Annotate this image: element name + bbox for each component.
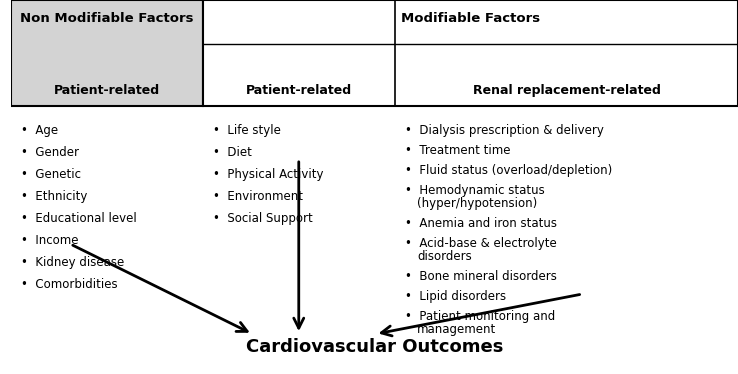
Text: •  Ethnicity: • Ethnicity — [21, 190, 87, 203]
Text: •  Hemodynamic status: • Hemodynamic status — [405, 184, 545, 197]
Text: •  Comorbidities: • Comorbidities — [21, 278, 117, 291]
Text: (hyper/hypotension): (hyper/hypotension) — [417, 197, 537, 210]
Text: management: management — [417, 323, 496, 336]
Text: •  Physical Activity: • Physical Activity — [213, 168, 323, 181]
Text: •  Social Support: • Social Support — [213, 212, 313, 225]
FancyBboxPatch shape — [11, 0, 203, 106]
Text: •  Bone mineral disorders: • Bone mineral disorders — [405, 270, 557, 283]
Text: •  Income: • Income — [21, 234, 78, 247]
Text: •  Educational level: • Educational level — [21, 212, 137, 225]
Text: •  Acid-base & electrolyte: • Acid-base & electrolyte — [405, 237, 557, 250]
Text: •  Dialysis prescription & delivery: • Dialysis prescription & delivery — [405, 124, 604, 137]
Text: Cardiovascular Outcomes: Cardiovascular Outcomes — [246, 338, 503, 356]
FancyBboxPatch shape — [203, 0, 738, 106]
Text: •  Diet: • Diet — [213, 146, 252, 159]
Text: •  Life style: • Life style — [213, 124, 281, 137]
Text: Renal replacement-related: Renal replacement-related — [473, 83, 661, 96]
Text: •  Kidney disease: • Kidney disease — [21, 256, 124, 269]
Text: •  Gender: • Gender — [21, 146, 79, 159]
Text: •  Treatment time: • Treatment time — [405, 144, 511, 157]
Text: •  Patient monitoring and: • Patient monitoring and — [405, 310, 556, 323]
Text: Modifiable Factors: Modifiable Factors — [401, 12, 540, 25]
Text: Non Modifiable Factors: Non Modifiable Factors — [21, 12, 194, 25]
Text: disorders: disorders — [417, 250, 472, 263]
Text: •  Genetic: • Genetic — [21, 168, 81, 181]
Text: •  Anemia and iron status: • Anemia and iron status — [405, 217, 557, 230]
Text: •  Age: • Age — [21, 124, 58, 137]
Text: Patient-related: Patient-related — [54, 83, 160, 96]
Text: Patient-related: Patient-related — [246, 83, 352, 96]
Text: •  Environment: • Environment — [213, 190, 303, 203]
Text: •  Lipid disorders: • Lipid disorders — [405, 290, 506, 303]
Text: •  Fluid status (overload/depletion): • Fluid status (overload/depletion) — [405, 164, 613, 177]
